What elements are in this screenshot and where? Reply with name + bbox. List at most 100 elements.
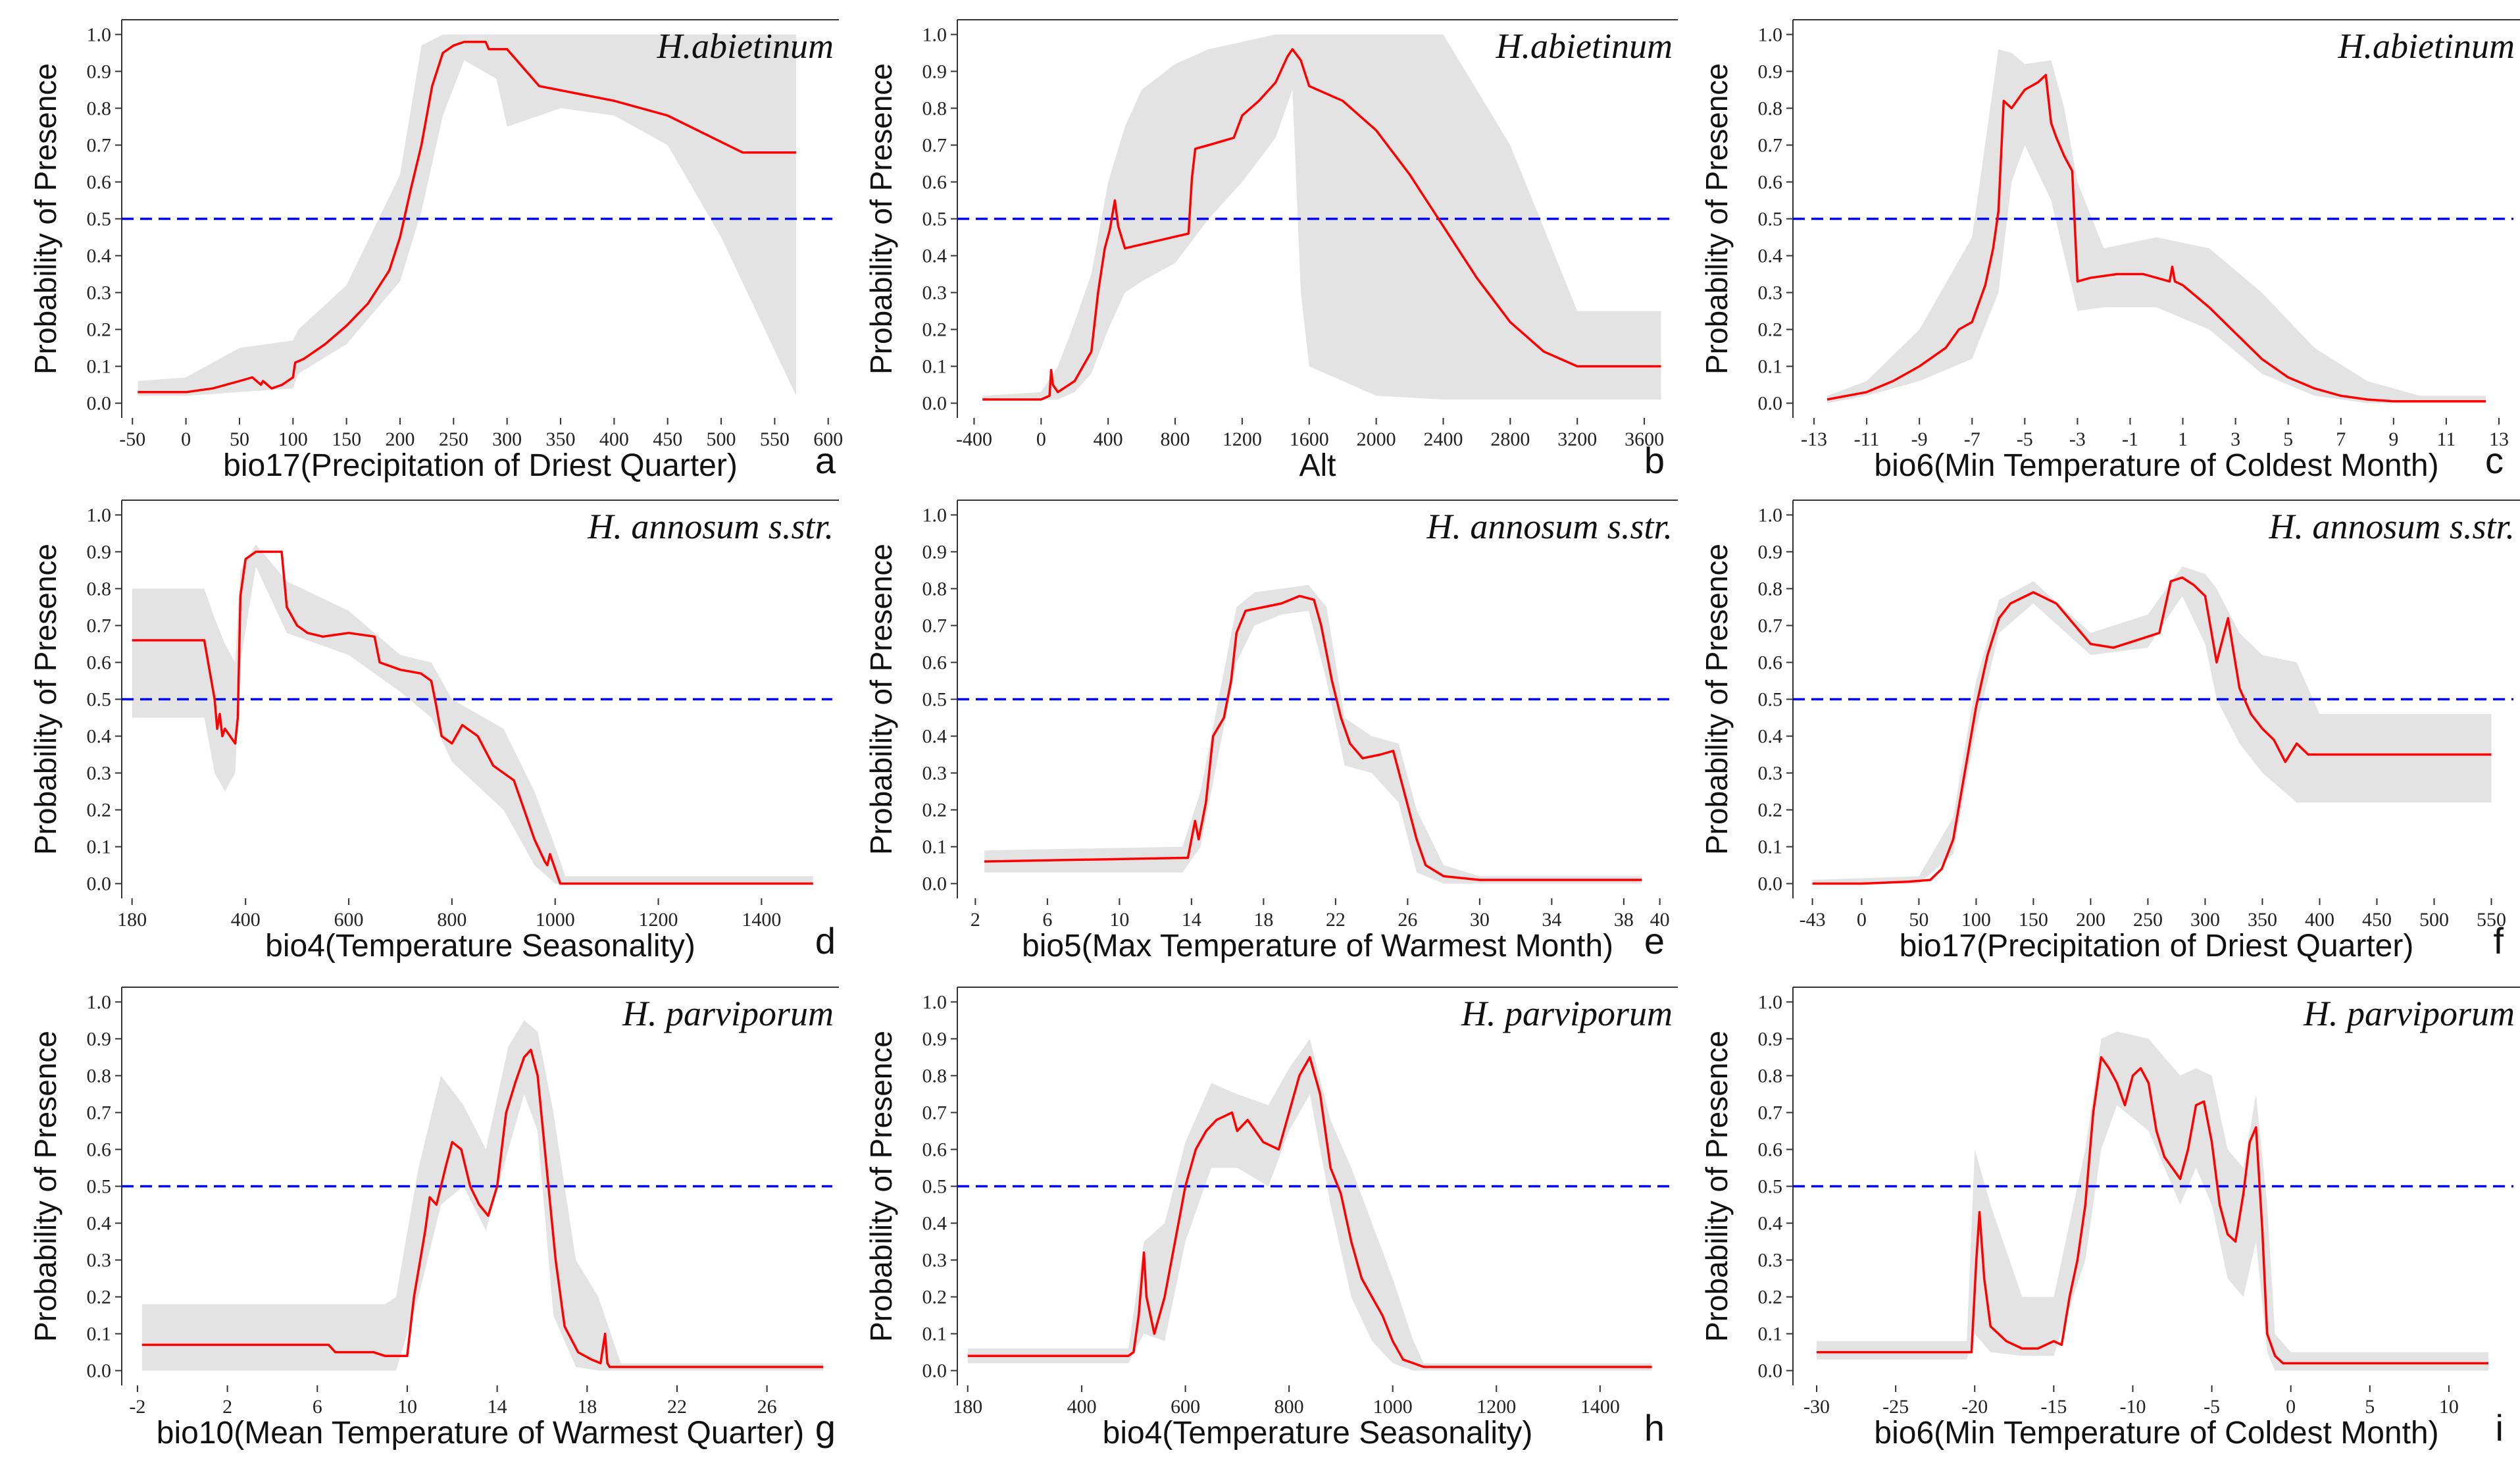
y-tick-label: 0.5 <box>87 209 112 230</box>
y-tick-label: 0.9 <box>922 61 947 82</box>
y-tick-label: 0.7 <box>1758 615 1783 636</box>
x-tick-label: 1400 <box>1580 1396 1620 1418</box>
x-tick-label: -9 <box>1911 428 1928 450</box>
x-axis-label: Alt <box>1299 448 1336 483</box>
x-axis-label: bio6(Min Temperature of Coldest Month) <box>1874 1416 2438 1451</box>
x-tick-label: 50 <box>230 428 249 450</box>
y-tick-label: 0.2 <box>87 1287 112 1308</box>
x-tick-label: -20 <box>1961 1396 1988 1418</box>
x-tick-label: 150 <box>332 428 361 450</box>
x-tick-label: 0 <box>1857 909 1867 931</box>
x-tick-label: 400 <box>1094 428 1123 450</box>
x-tick-label: 13 <box>2489 428 2509 450</box>
x-tick-label: 400 <box>1067 1396 1097 1418</box>
y-tick-label: 0.5 <box>1758 209 1783 230</box>
y-tick-label: 0.8 <box>922 1065 947 1087</box>
y-tick-label: 1.0 <box>1758 24 1783 45</box>
y-tick-label: 0.9 <box>1758 541 1783 563</box>
y-tick-label: 0.3 <box>922 282 947 304</box>
x-tick-label: -10 <box>2119 1396 2146 1418</box>
y-tick-label: 0.0 <box>1758 393 1783 415</box>
y-tick-label: 0.0 <box>1758 873 1783 895</box>
y-tick-label: 0.1 <box>1758 836 1783 858</box>
x-tick-label: 3 <box>2230 428 2240 450</box>
y-tick-label: 1.0 <box>922 24 947 45</box>
y-axis-label: Probability of Presence <box>28 1031 63 1342</box>
y-tick-label: 0.4 <box>1758 726 1783 748</box>
y-axis-label: Probability of Presence <box>864 544 898 855</box>
x-tick-label: 0 <box>2286 1396 2296 1418</box>
panel-f: 0.0 0.1 0.2 0.3 0.4 0.5 0.6 0.7 0.8 0.9 1.0 -43 0 50 1… <box>1700 500 2520 964</box>
y-tick-label: 0.2 <box>1758 319 1783 341</box>
x-tick-label: 180 <box>953 1396 982 1418</box>
y-tick-label: 0.4 <box>922 245 947 267</box>
y-tick-label: 0.1 <box>87 836 112 858</box>
y-tick-label: 0.3 <box>1758 282 1783 304</box>
x-tick-label: 800 <box>437 909 466 931</box>
y-axis-label: Probability of Presence <box>864 63 898 374</box>
x-tick-label: -15 <box>2040 1396 2067 1418</box>
x-tick-label: -3 <box>2069 428 2086 450</box>
x-tick-label: 100 <box>278 428 308 450</box>
x-axis-label: bio5(Max Temperature of Warmest Month) <box>1022 929 1613 964</box>
response-curve <box>138 40 796 394</box>
y-tick-label: 0.0 <box>922 1360 947 1382</box>
y-tick-label: 0.9 <box>87 541 112 563</box>
x-tick-label: 600 <box>813 428 843 450</box>
x-tick-label: 2000 <box>1357 428 1396 450</box>
x-tick-label: 26 <box>757 1396 777 1418</box>
x-tick-label: -2 <box>129 1396 145 1418</box>
y-tick-label: 0.8 <box>1758 97 1783 119</box>
x-tick-label: 600 <box>1171 1396 1200 1418</box>
y-tick-label: 0.4 <box>1758 245 1783 267</box>
y-tick-label: 0.2 <box>87 800 112 821</box>
x-tick-label: 250 <box>439 428 468 450</box>
y-tick-label: 0.4 <box>87 726 112 748</box>
x-tick-label: 3200 <box>1557 428 1597 450</box>
x-tick-label: -50 <box>119 428 145 450</box>
y-tick-label: 0.5 <box>922 1176 947 1198</box>
y-tick-label: 0.7 <box>87 1102 112 1123</box>
x-tick-label: 6 <box>313 1396 322 1418</box>
x-axis-label: bio17(Precipitation of Driest Quarter) <box>223 448 738 483</box>
y-tick-label: 0.1 <box>87 356 112 378</box>
y-tick-label: 0.9 <box>1758 61 1783 82</box>
x-tick-label: 10 <box>2439 1396 2459 1418</box>
panel-g: 0.00.10.20.30.40.50.60.70.80.91.0-2 2 6 10 1… <box>28 987 839 1451</box>
panel-letter: f <box>2493 920 2504 962</box>
y-tick-label: 0.8 <box>922 97 947 119</box>
y-tick-label: 0.6 <box>1758 171 1783 193</box>
y-tick-label: 0.1 <box>1758 1324 1783 1345</box>
y-tick-label: 0.9 <box>1758 1028 1783 1050</box>
x-tick-label: 38 <box>1614 909 1634 931</box>
x-axis-label: bio6(Min Temperature of Coldest Month) <box>1874 448 2438 483</box>
species-title: H. parviporum <box>1461 994 1673 1033</box>
panel-letter: d <box>815 920 836 962</box>
x-tick-label: 300 <box>2190 909 2220 931</box>
x-axis-label: bio4(Temperature Seasonality) <box>265 929 695 964</box>
y-tick-label: 0.3 <box>1758 1250 1783 1272</box>
y-tick-label: 0.0 <box>87 1360 112 1382</box>
panel-i: 0.0 0.1 0.2 0.3 0.4 0.5 0.6 0.7 0.8 0.9 1.0 -30 -25 -… <box>1700 987 2520 1451</box>
x-tick-label: 1200 <box>639 909 678 931</box>
y-tick-label: 1.0 <box>87 504 112 526</box>
x-tick-label: -400 <box>956 428 992 450</box>
response-curve <box>1817 1056 2488 1365</box>
x-tick-label: 14 <box>1182 909 1201 931</box>
y-tick-label: 1.0 <box>1758 504 1783 526</box>
y-tick-label: 0.1 <box>1758 356 1783 378</box>
x-axis-label: bio17(Precipitation of Driest Quarter) <box>1900 929 2414 964</box>
y-tick-label: 0.2 <box>87 319 112 341</box>
x-tick-label: 0 <box>181 428 191 450</box>
x-tick-label: 800 <box>1274 1396 1304 1418</box>
confidence-band <box>132 544 813 884</box>
x-tick-label: -43 <box>1800 909 1826 931</box>
y-tick-label: 0.2 <box>922 1287 947 1308</box>
confidence-band <box>967 1039 1652 1371</box>
x-tick-label: -13 <box>1801 428 1827 450</box>
y-tick-label: 0.6 <box>922 171 947 193</box>
y-tick-label: 1.0 <box>87 991 112 1013</box>
panel-d: 0.0 0.1 0.2 0.3 0.4 0.5 0.6 0.7 0.8 0.9 1.0 180 400 6… <box>28 500 839 964</box>
confidence-band <box>1827 49 2486 403</box>
y-tick-label: 0.6 <box>1758 1139 1783 1160</box>
